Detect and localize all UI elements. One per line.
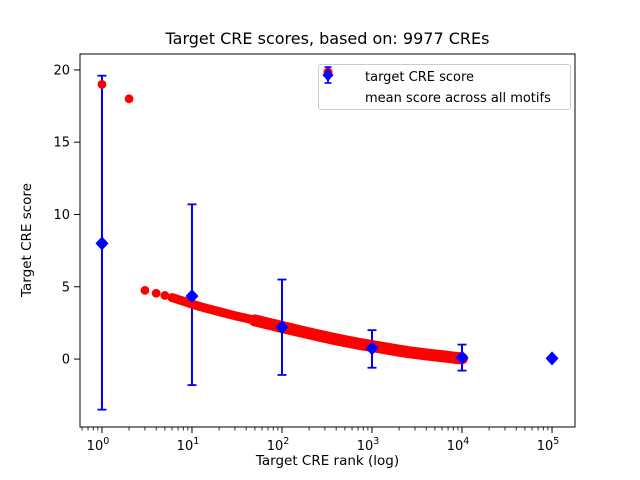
y-tick-label: 20 — [53, 63, 70, 78]
mean-score-point — [185, 289, 199, 304]
y-tick-label: 15 — [53, 136, 70, 151]
mean-score-errorbars — [97, 74, 467, 411]
legend-entry-mean-score: mean score across all motifs — [319, 66, 570, 109]
x-tick-label: 102 — [267, 436, 290, 454]
target-score-point — [140, 285, 150, 295]
target-score-point — [97, 79, 107, 89]
x-tick-label: 100 — [87, 436, 110, 454]
legend-entry-target-score: target CRE score — [319, 67, 570, 88]
mean-score-point — [455, 350, 469, 365]
target-score-point — [124, 94, 134, 104]
y-axis: 0 5 10 15 20 — [53, 63, 80, 368]
y-axis-label: Target CRE score — [19, 183, 35, 297]
x-tick-label: 104 — [447, 436, 470, 454]
mean-score-diamonds — [95, 236, 559, 366]
x-axis: 100 101 102 103 104 105 — [81, 427, 560, 454]
legend-label: mean score across all motifs — [365, 91, 551, 106]
mean-score-point — [365, 341, 379, 356]
mean-score-point — [545, 351, 559, 366]
legend-label: target CRE score — [365, 70, 475, 85]
plot-spines — [79, 53, 576, 428]
mean-score-point — [275, 320, 289, 335]
x-tick-label: 103 — [357, 436, 380, 454]
mean-score-point — [95, 236, 109, 251]
target-score-trail — [248, 314, 468, 365]
chart-title: Target CRE scores, based on: 9977 CREs — [165, 29, 490, 48]
target-score-series — [97, 79, 468, 365]
x-tick-label: 105 — [537, 436, 560, 454]
y-tick-label: 5 — [62, 280, 70, 295]
legend: target CRE score mean score across all m… — [318, 64, 571, 110]
y-tick-label: 0 — [62, 353, 70, 368]
target-score-trail — [167, 293, 270, 328]
y-tick-label: 10 — [53, 208, 70, 223]
target-score-point — [151, 288, 161, 298]
x-tick-label: 101 — [177, 436, 200, 454]
x-axis-label: Target CRE rank (log) — [255, 453, 400, 469]
target-score-point — [160, 291, 170, 300]
